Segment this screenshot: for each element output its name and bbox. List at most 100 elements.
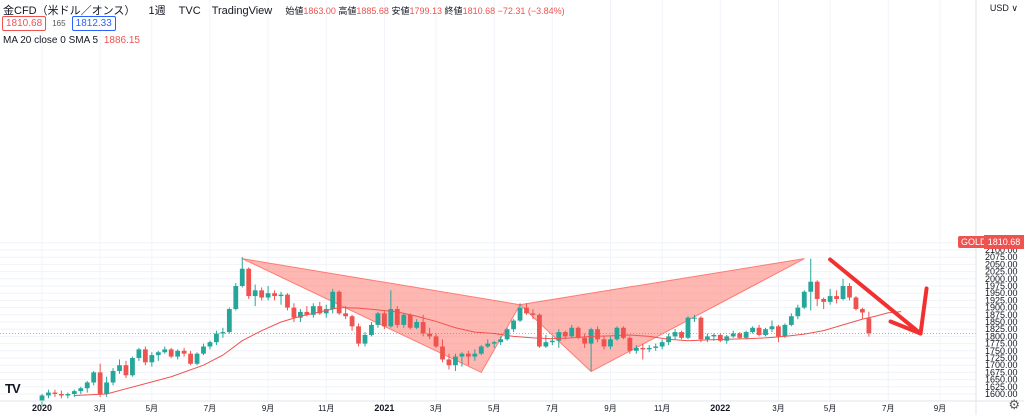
candle-body: [291, 307, 297, 318]
candle-body: [272, 293, 277, 297]
candle-body: [717, 334, 723, 341]
candle-body: [84, 382, 90, 389]
candle-body: [646, 347, 652, 350]
price-tick-label: 1625.00: [985, 382, 1018, 392]
symbol-name[interactable]: 金CFD（米ドル／オンス）: [3, 5, 136, 17]
time-tick-label: 11月: [318, 404, 334, 413]
interval-label[interactable]: 1週: [148, 5, 166, 17]
candle-body: [310, 306, 316, 315]
candle-body: [795, 307, 801, 317]
price-tick-label: 2075.00: [985, 252, 1018, 262]
down-arrow-head: [888, 286, 929, 336]
candle-body: [401, 314, 407, 325]
candle-body: [737, 333, 743, 338]
time-tick-label: 3月: [430, 404, 442, 413]
candle-body: [853, 297, 859, 310]
gear-icon[interactable]: ⚙: [1008, 397, 1020, 412]
buy-button[interactable]: 1812.33: [71, 16, 116, 31]
candle-body: [155, 352, 161, 356]
currency-label: USD: [989, 3, 1009, 13]
candle-body: [517, 307, 523, 321]
candle-body: [750, 327, 755, 333]
candle-body: [356, 326, 361, 344]
candle-body: [175, 350, 181, 357]
price-tick-label: 2100.00: [985, 245, 1018, 255]
currency-selector[interactable]: USD ∨: [990, 3, 1018, 14]
candle-body: [349, 316, 355, 327]
candle-body: [692, 317, 697, 319]
ohlc-values: 始値1863.00 高値1885.68 安値1799.13 終値1810.68 …: [285, 6, 564, 16]
candle-body: [285, 294, 290, 308]
candle-body: [58, 394, 64, 396]
candle-body: [504, 329, 510, 340]
candle-body: [446, 359, 452, 366]
candle-body: [698, 317, 704, 340]
tradingview-logo-icon[interactable]: TV: [5, 381, 21, 396]
candle-body: [653, 346, 659, 348]
symbol-header: 金CFD（米ドル／オンス） 1週 TVC TradingView 始値1863.…: [3, 2, 565, 18]
price-tick-label: 1950.00: [985, 288, 1018, 298]
candle-body: [110, 370, 116, 383]
candle-body: [246, 268, 252, 297]
indicator-legend[interactable]: MA 20 close 0 SMA 5 1886.15: [3, 35, 140, 46]
open-value: 1863.00: [303, 6, 336, 16]
candle-body: [259, 290, 265, 298]
price-tick-label: 1675.00: [985, 367, 1018, 377]
time-tick-label: 7月: [204, 404, 216, 413]
candle-body: [782, 324, 788, 337]
candle-body: [194, 353, 200, 364]
sell-button[interactable]: 1810.68: [2, 16, 47, 31]
candle-body: [685, 317, 691, 338]
candle-body: [233, 286, 239, 310]
candle-body: [343, 313, 349, 317]
time-tick-label: 7月: [546, 404, 558, 413]
candle-body: [123, 365, 129, 376]
candle-body: [220, 332, 226, 334]
price-tick-label: 1725.00: [985, 353, 1018, 363]
candle-body: [847, 286, 852, 298]
candle-body: [743, 332, 749, 338]
candle-body: [569, 327, 575, 337]
price-tick-label: 1850.00: [985, 317, 1018, 327]
time-tick-label: 5月: [824, 404, 836, 413]
candle-body: [91, 372, 97, 383]
candle-body: [769, 326, 775, 330]
candle-body: [679, 332, 684, 338]
candle-body: [388, 309, 394, 327]
last-price-tag: 1810.68: [984, 235, 1024, 249]
candle-body: [97, 372, 103, 394]
time-tick-label: 11月: [654, 404, 670, 413]
candle-body: [433, 336, 439, 347]
candle-body: [672, 332, 678, 337]
candle-body: [704, 336, 710, 340]
candle-body: [394, 309, 400, 325]
indicator-label: MA 20 close 0 SMA 5: [3, 35, 99, 46]
candle-body: [149, 355, 155, 363]
time-tick-label: 9月: [262, 404, 274, 413]
open-label: 始値: [285, 6, 304, 16]
candle-body: [633, 347, 639, 351]
candle-body: [414, 322, 420, 328]
price-tick-label: 1775.00: [985, 339, 1018, 349]
symbol-price-tag: GOLD: [958, 236, 990, 248]
candle-body: [834, 296, 839, 299]
candle-body: [207, 342, 213, 347]
time-tick-label: 3月: [94, 404, 106, 413]
candle-body: [756, 327, 762, 335]
candle-body: [117, 365, 122, 371]
candle-body: [453, 356, 458, 366]
candle-body: [330, 291, 336, 310]
price-tick-label: 1925.00: [985, 295, 1018, 305]
candle-body: [608, 339, 613, 347]
candle-body: [821, 298, 827, 302]
candle-body: [659, 342, 665, 347]
price-tick-label: 1825.00: [985, 324, 1018, 334]
candle-body: [317, 306, 323, 314]
candle-body: [601, 339, 607, 347]
candle-body: [575, 327, 581, 338]
candle-body: [440, 346, 445, 360]
candle-body: [776, 326, 781, 337]
candle-body: [498, 339, 504, 343]
